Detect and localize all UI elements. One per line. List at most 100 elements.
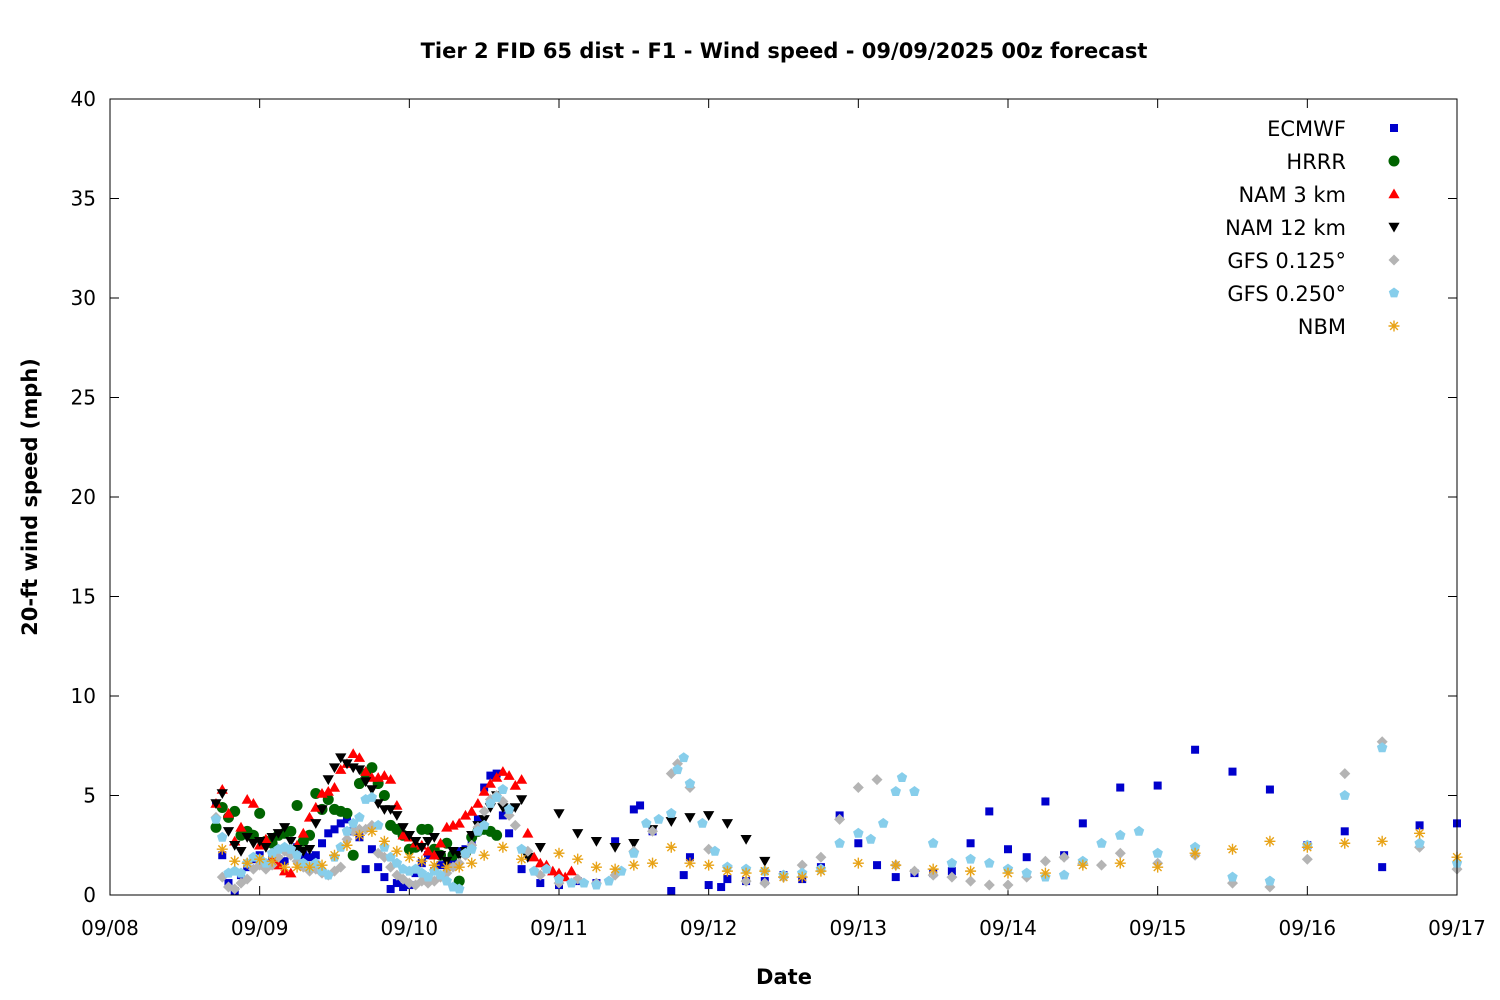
legend-marker [1388,254,1400,266]
data-point [1228,767,1237,776]
data-point [684,778,696,788]
data-point [297,827,309,838]
data-point [336,819,345,828]
data-point [509,780,521,790]
data-point [572,829,584,839]
data-point [541,863,552,874]
data-point [254,807,266,819]
data-point [1002,879,1014,891]
data-point [497,766,509,776]
data-point [378,835,390,847]
data-point [678,752,689,763]
data-point [399,883,408,892]
data-point [796,871,808,883]
data-point [328,782,341,792]
data-point [466,843,477,854]
x-tick-label: 09/10 [381,916,439,940]
data-point [235,821,247,832]
y-axis-label: 20-ft wind speed (mph) [18,358,42,636]
data-point [210,799,222,809]
x-tick-label: 09/13 [830,916,888,940]
data-point [1058,851,1070,863]
data-point [478,849,490,861]
data-point [318,839,327,848]
data-point [629,805,638,814]
data-point [366,792,378,802]
data-point [366,825,378,837]
data-point [436,861,445,870]
data-point [285,837,297,847]
data-point [721,865,733,877]
data-point [565,865,578,876]
data-point [896,772,908,782]
data-point [478,805,490,817]
data-point [354,811,365,822]
data-point [1227,871,1238,882]
data-point [796,859,808,871]
data-point [397,823,409,833]
data-point [891,873,900,882]
data-point [522,827,534,838]
data-point [491,772,503,782]
data-point [684,813,696,823]
y-tick-label: 0 [83,883,96,907]
data-point [279,861,291,873]
data-point [709,845,721,856]
data-point [466,805,478,816]
data-point [1152,861,1164,873]
data-point [704,881,713,890]
data-point [218,851,227,860]
x-tick-label: 09/17 [1428,916,1486,940]
data-point [279,823,291,833]
data-point [667,887,676,896]
data-point [1339,790,1350,800]
data-point [834,813,846,825]
data-point [235,847,247,857]
data-point [497,784,509,794]
data-point [360,777,372,788]
data-point [459,809,472,820]
legend-label: NAM 12 km [1225,216,1346,240]
data-point [266,833,278,843]
data-point [1021,867,1032,878]
data-point [966,839,975,848]
legend: ECMWF HRRR NAM 3 km NAM 12 km GFS 0.125° GFS … [1225,117,1400,339]
data-point [1078,819,1087,828]
data-point [1376,835,1388,847]
data-point [403,831,415,841]
data-point [486,771,495,780]
data-point [397,829,409,840]
data-point [1301,853,1313,865]
data-point [865,833,876,844]
data-point [416,855,428,867]
data-point [1191,745,1200,754]
data-point [330,825,339,834]
data-point [852,857,864,869]
data-point [834,837,845,848]
data-point [303,845,316,855]
data-point [641,817,652,828]
data-point [1077,859,1089,871]
data-point [374,863,383,872]
data-point [1002,867,1014,879]
data-point [285,867,297,878]
data-point [422,823,434,835]
data-point [609,843,621,853]
data-point [210,813,222,824]
legend-marker [1390,124,1398,132]
data-point [578,877,590,888]
data-point [341,807,353,819]
data-point [385,805,397,815]
data-point [416,843,428,853]
data-point [590,861,602,873]
data-point [316,859,328,871]
data-point [685,853,694,862]
data-point [1340,827,1349,836]
data-point [391,857,403,868]
data-point [324,829,333,838]
data-point [422,845,434,856]
data-point [516,774,528,784]
data-point [260,843,272,853]
data-point [740,875,752,887]
data-point [347,748,359,758]
